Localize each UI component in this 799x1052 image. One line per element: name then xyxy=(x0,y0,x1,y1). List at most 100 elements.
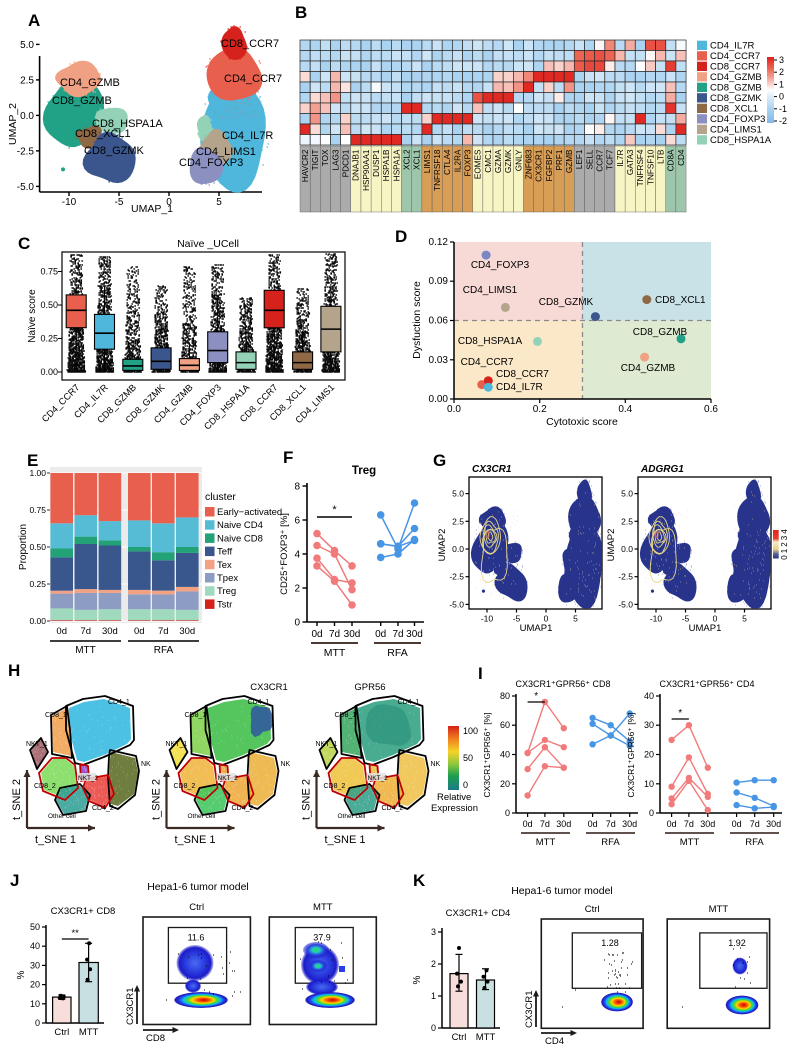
svg-text:PDCD1: PDCD1 xyxy=(342,149,351,177)
svg-text:2.5: 2.5 xyxy=(20,75,34,86)
svg-text:CD4_GZMB: CD4_GZMB xyxy=(621,363,676,374)
svg-text:SELL: SELL xyxy=(585,149,594,169)
svg-text:3: 3 xyxy=(779,55,784,65)
svg-text:CX3CR1⁺GPR56⁺ CD8: CX3CR1⁺GPR56⁺ CD8 xyxy=(515,679,610,689)
svg-text:0.03: 0.03 xyxy=(429,355,449,366)
svg-text:CD4_2: CD4_2 xyxy=(92,805,114,812)
svg-text:UMAP2: UMAP2 xyxy=(606,529,617,562)
svg-text:HSPA1B: HSPA1B xyxy=(382,149,391,181)
svg-text:5: 5 xyxy=(742,614,747,624)
svg-text:Naive CD8: Naive CD8 xyxy=(217,533,263,544)
svg-text:F: F xyxy=(283,448,293,467)
svg-text:CD8_2: CD8_2 xyxy=(34,783,56,790)
svg-text:-2.5: -2.5 xyxy=(618,572,633,582)
svg-text:CD4_LIMS1: CD4_LIMS1 xyxy=(710,125,762,136)
svg-text:EOMES: EOMES xyxy=(474,149,483,179)
svg-text:0d: 0d xyxy=(732,819,742,829)
svg-text:CD8_CCR7: CD8_CCR7 xyxy=(710,62,760,73)
svg-text:NK: NK xyxy=(431,761,441,768)
svg-text:CD8: CD8 xyxy=(146,1033,165,1044)
svg-text:Ctrl: Ctrl xyxy=(189,902,204,913)
svg-text:Teff: Teff xyxy=(217,547,233,558)
svg-text:-10: -10 xyxy=(650,614,663,624)
svg-text:-5.0: -5.0 xyxy=(17,182,35,193)
svg-text:CD4_1: CD4_1 xyxy=(398,699,420,706)
svg-text:MTT: MTT xyxy=(324,647,346,659)
svg-text:E: E xyxy=(27,451,38,470)
svg-text:CX3CR1: CX3CR1 xyxy=(524,991,535,1029)
svg-text:5.0: 5.0 xyxy=(452,489,464,499)
svg-text:0d: 0d xyxy=(134,626,145,637)
svg-text:40: 40 xyxy=(644,691,654,701)
svg-text:CD4_GZMB: CD4_GZMB xyxy=(60,77,120,89)
svg-text:30: 30 xyxy=(30,960,40,970)
svg-text:PRF1: PRF1 xyxy=(555,149,564,170)
svg-text:CD4_CCR7: CD4_CCR7 xyxy=(710,51,760,62)
svg-text:CD25⁺FOXP3⁺ [%]: CD25⁺FOXP3⁺ [%] xyxy=(279,513,290,595)
svg-text:Other cell: Other cell xyxy=(188,813,216,820)
svg-text:NKT_1: NKT_1 xyxy=(316,741,338,748)
svg-text:UMAP_1: UMAP_1 xyxy=(131,203,173,215)
svg-text:0d: 0d xyxy=(667,819,677,829)
svg-text:CD8_1: CD8_1 xyxy=(185,712,207,719)
svg-text:CMC1: CMC1 xyxy=(484,149,493,173)
svg-text:Treg: Treg xyxy=(217,586,236,597)
svg-text:5.0: 5.0 xyxy=(621,489,633,499)
svg-text:-2.5: -2.5 xyxy=(449,572,464,582)
svg-text:HSP90AA1: HSP90AA1 xyxy=(362,149,371,191)
svg-text:CX3CR1: CX3CR1 xyxy=(125,988,136,1026)
svg-text:0: 0 xyxy=(780,555,789,560)
svg-text:FGFBP2: FGFBP2 xyxy=(545,149,554,181)
svg-text:0.00: 0.00 xyxy=(40,367,58,377)
svg-text:DNAJB1: DNAJB1 xyxy=(352,149,361,181)
svg-text:0.50: 0.50 xyxy=(40,300,58,310)
svg-text:TCF7: TCF7 xyxy=(606,149,615,170)
svg-text:A: A xyxy=(28,11,40,30)
svg-text:t_SNE 1: t_SNE 1 xyxy=(175,834,216,846)
svg-text:CD8_GZMB: CD8_GZMB xyxy=(633,327,688,338)
svg-text:30d: 30d xyxy=(700,819,715,829)
svg-text:-5.0: -5.0 xyxy=(449,599,464,609)
svg-text:J: J xyxy=(10,871,19,890)
svg-text:CD8_XCL1: CD8_XCL1 xyxy=(75,128,131,140)
svg-text:CD4_FOXP3: CD4_FOXP3 xyxy=(710,114,765,125)
svg-text:CD8_HSPA1A: CD8_HSPA1A xyxy=(458,336,523,347)
svg-text:Ctrl: Ctrl xyxy=(452,1032,467,1043)
svg-text:TOX: TOX xyxy=(321,149,330,166)
svg-text:0.25: 0.25 xyxy=(29,579,46,589)
svg-text:CX3CR1: CX3CR1 xyxy=(472,464,512,475)
svg-text:CD4_CCR7: CD4_CCR7 xyxy=(461,357,514,368)
svg-text:Ctrl: Ctrl xyxy=(54,1027,69,1038)
svg-text:20: 20 xyxy=(500,779,510,789)
svg-text:30d: 30d xyxy=(344,629,361,640)
svg-text:50: 50 xyxy=(30,922,40,932)
svg-text:CD4_2: CD4_2 xyxy=(382,805,404,812)
svg-text:NKT_2: NKT_2 xyxy=(368,775,389,782)
svg-text:Tex: Tex xyxy=(217,560,232,571)
svg-text:0.09: 0.09 xyxy=(429,276,449,287)
svg-text:0d: 0d xyxy=(375,629,386,640)
svg-text:H: H xyxy=(8,661,20,680)
svg-text:0: 0 xyxy=(544,614,549,624)
svg-text:RFA: RFA xyxy=(154,645,174,656)
svg-text:0.4: 0.4 xyxy=(618,404,632,415)
svg-text:0.0: 0.0 xyxy=(447,404,461,415)
svg-text:IL2RA: IL2RA xyxy=(453,149,462,172)
svg-text:I: I xyxy=(478,664,483,683)
svg-text:30d: 30d xyxy=(102,626,118,637)
svg-text:MTT: MTT xyxy=(680,837,700,848)
svg-text:0: 0 xyxy=(463,780,468,790)
svg-text:CD4: CD4 xyxy=(677,149,686,166)
svg-text:0: 0 xyxy=(431,1023,436,1033)
svg-text:CD4_IL7R: CD4_IL7R xyxy=(710,41,754,52)
svg-text:CD8_1: CD8_1 xyxy=(335,712,357,719)
svg-text:0.25: 0.25 xyxy=(40,334,58,344)
svg-text:%: % xyxy=(16,970,27,979)
svg-text:*: * xyxy=(678,708,682,719)
svg-text:-5: -5 xyxy=(115,197,124,208)
svg-text:1.28: 1.28 xyxy=(601,938,619,948)
svg-text:CD4_1: CD4_1 xyxy=(108,699,130,706)
svg-text:CD4_IL7R: CD4_IL7R xyxy=(496,382,543,393)
svg-text:GZMB: GZMB xyxy=(565,149,574,173)
svg-text:Dysfuction score: Dysfuction score xyxy=(411,281,423,359)
